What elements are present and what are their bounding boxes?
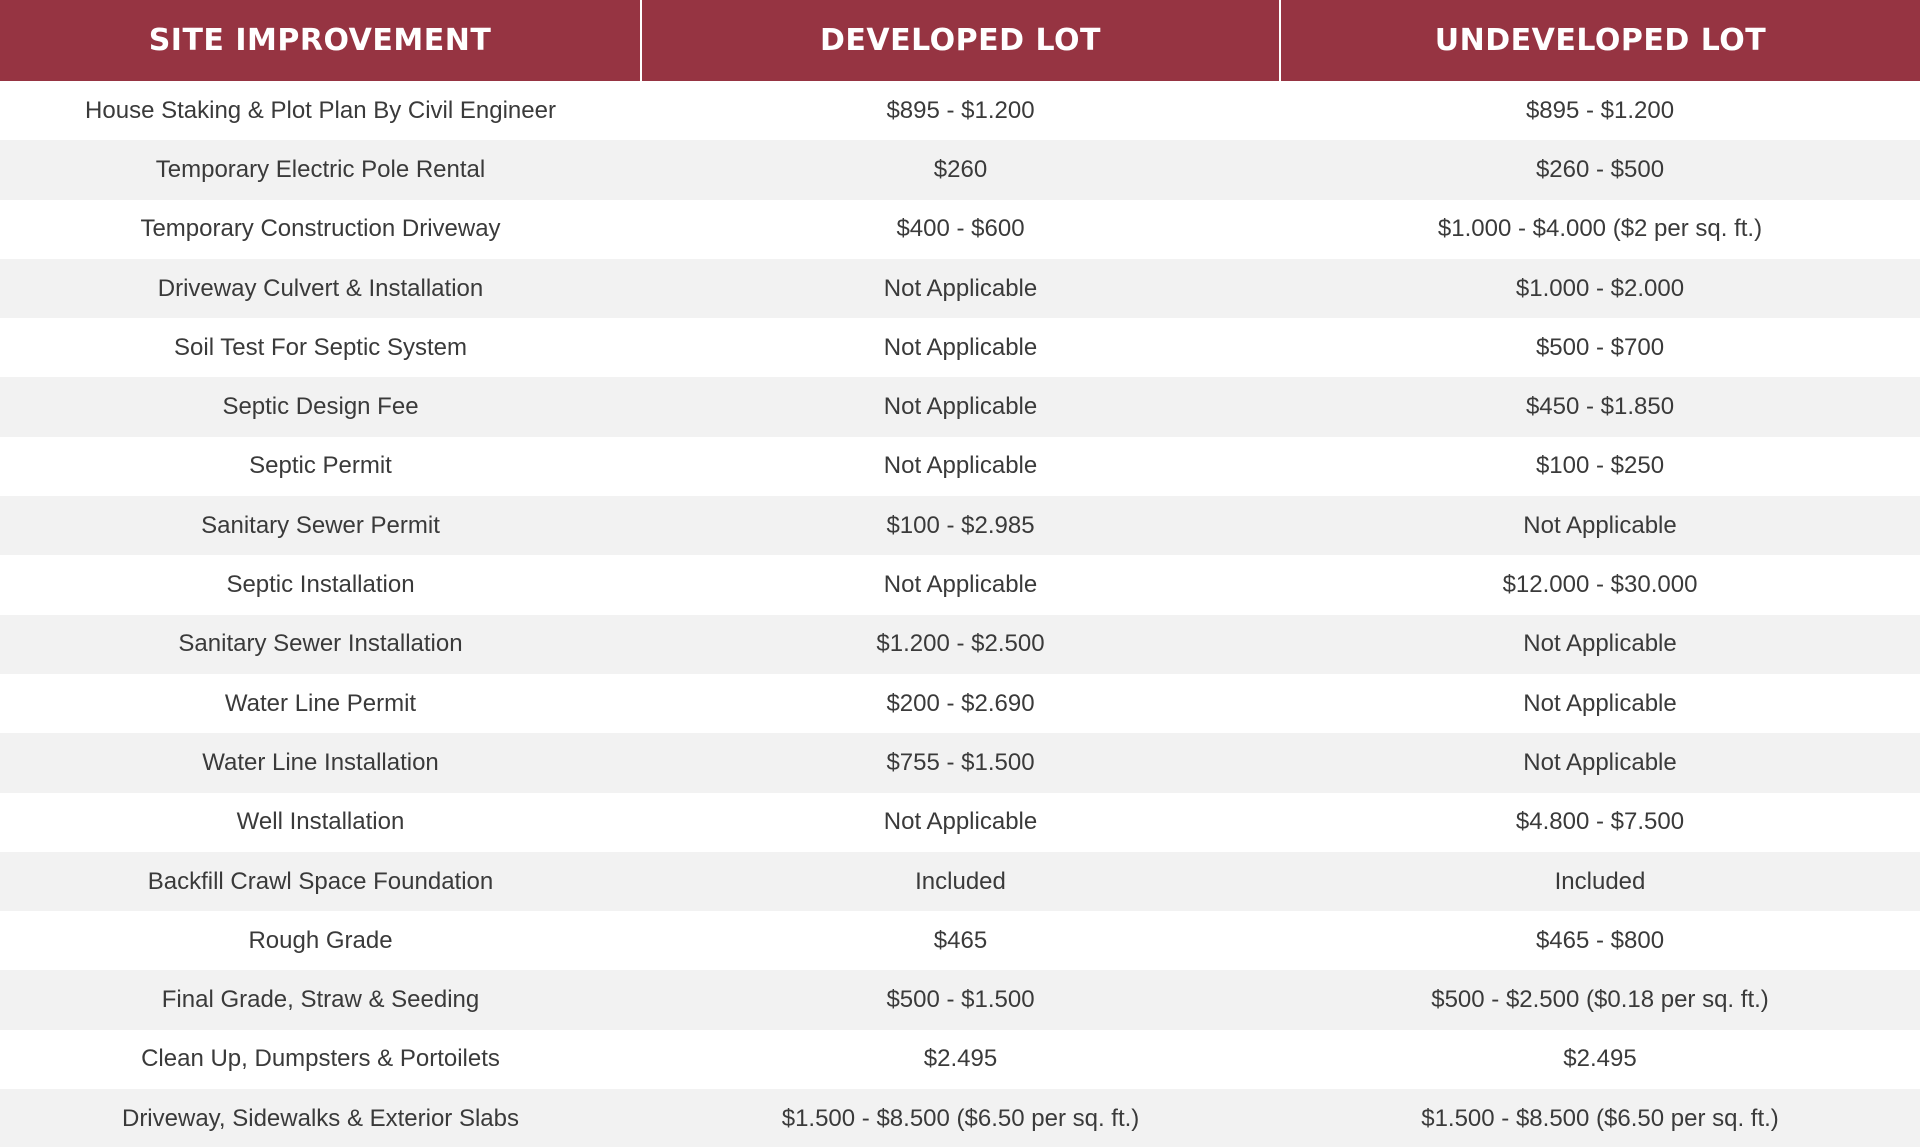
- table-row: Final Grade, Straw & Seeding $500 - $1.50…: [0, 970, 1920, 1030]
- undeveloped-lot-cell: $1.000 - $2.000: [1280, 258, 1920, 319]
- developed-lot-cell: Not Applicable: [641, 792, 1280, 852]
- undeveloped-lot-cell: Included: [1280, 851, 1920, 912]
- table-row: Septic Installation Not Applicable $12.000…: [0, 555, 1920, 615]
- table-row: House Staking & Plot Plan By Civil Engin…: [0, 81, 1920, 141]
- developed-lot-cell: $500 - $1.500: [641, 970, 1280, 1030]
- site-improvement-cell: Sanitary Sewer Permit: [0, 496, 641, 556]
- column-header-undeveloped-lot: UNDEVELOPED LOT: [1279, 0, 1920, 81]
- undeveloped-lot-cell: $1.500 - $8.500 ($6.50 per sq. ft.): [1280, 1089, 1920, 1147]
- site-improvement-cell: Rough Grade: [0, 911, 641, 971]
- developed-lot-cell: $2.495: [641, 1029, 1280, 1090]
- undeveloped-lot-cell: Not Applicable: [1280, 496, 1920, 556]
- developed-lot-cell: $1.200 - $2.500: [641, 614, 1280, 674]
- table-row: Backfill Crawl Space Foundation Included I…: [0, 851, 1920, 912]
- developed-lot-cell: Not Applicable: [641, 555, 1280, 615]
- site-improvement-cell: Septic Permit: [0, 436, 641, 497]
- site-improvement-cell: Driveway Culvert & Installation: [0, 258, 641, 319]
- developed-lot-cell: $400 - $600: [641, 199, 1280, 259]
- undeveloped-lot-cell: $12.000 - $30.000: [1280, 555, 1920, 615]
- undeveloped-lot-cell: $100 - $250: [1280, 436, 1920, 497]
- table-body: House Staking & Plot Plan By Civil Engin…: [0, 81, 1920, 1147]
- table-row: Sanitary Sewer Installation $1.200 - $2.5…: [0, 614, 1920, 674]
- undeveloped-lot-cell: $465 - $800: [1280, 911, 1920, 971]
- developed-lot-cell: Included: [641, 851, 1280, 912]
- developed-lot-cell: $465: [641, 911, 1280, 971]
- site-improvement-cell: House Staking & Plot Plan By Civil Engin…: [0, 81, 641, 141]
- column-header-site-improvement: SITE IMPROVEMENT: [0, 0, 641, 81]
- site-improvement-cell: Well Installation: [0, 792, 641, 852]
- developed-lot-cell: $1.500 - $8.500 ($6.50 per sq. ft.): [641, 1089, 1280, 1147]
- undeveloped-lot-cell: $450 - $1.850: [1280, 377, 1920, 437]
- table-row: Driveway, Sidewalks & Exterior Slabs $1.5…: [0, 1089, 1920, 1147]
- table-row: Temporary Electric Pole Rental $260 $260 -…: [0, 140, 1920, 200]
- undeveloped-lot-cell: Not Applicable: [1280, 733, 1920, 793]
- undeveloped-lot-cell: $500 - $700: [1280, 318, 1920, 378]
- column-header-developed-lot: DEVELOPED LOT: [640, 0, 1280, 81]
- table-row: Clean Up, Dumpsters & Portoilets $2.495 $2…: [0, 1029, 1920, 1090]
- header-row: SITE IMPROVEMENT DEVELOPED LOT UNDEVELOP…: [0, 0, 1920, 81]
- undeveloped-lot-cell: $1.000 - $4.000 ($2 per sq. ft.): [1280, 199, 1920, 259]
- undeveloped-lot-cell: $260 - $500: [1280, 140, 1920, 200]
- developed-lot-cell: Not Applicable: [641, 436, 1280, 497]
- developed-lot-cell: Not Applicable: [641, 318, 1280, 378]
- site-improvement-cell: Septic Design Fee: [0, 377, 641, 437]
- site-improvement-cell: Driveway, Sidewalks & Exterior Slabs: [0, 1089, 641, 1147]
- site-improvement-cell: Soil Test For Septic System: [0, 318, 641, 378]
- developed-lot-cell: $895 - $1.200: [641, 81, 1280, 141]
- table-row: Water Line Installation $755 - $1.500 Not …: [0, 733, 1920, 793]
- table-row: Temporary Construction Driveway $400 - $6…: [0, 199, 1920, 259]
- developed-lot-cell: Not Applicable: [641, 377, 1280, 437]
- undeveloped-lot-cell: $500 - $2.500 ($0.18 per sq. ft.): [1280, 970, 1920, 1030]
- site-improvement-cell: Clean Up, Dumpsters & Portoilets: [0, 1029, 641, 1090]
- developed-lot-cell: $260: [641, 140, 1280, 200]
- site-improvement-cell: Water Line Installation: [0, 733, 641, 793]
- developed-lot-cell: Not Applicable: [641, 258, 1280, 319]
- table-row: Driveway Culvert & Installation Not Appli…: [0, 258, 1920, 319]
- site-improvement-cell: Water Line Permit: [0, 673, 641, 734]
- developed-lot-cell: $755 - $1.500: [641, 733, 1280, 793]
- developed-lot-cell: $200 - $2.690: [641, 673, 1280, 734]
- site-improvement-cell: Temporary Construction Driveway: [0, 199, 641, 259]
- table-row: Sanitary Sewer Permit $100 - $2.985 Not Ap…: [0, 496, 1920, 556]
- table-row: Water Line Permit $200 - $2.690 Not Applic…: [0, 673, 1920, 734]
- developed-lot-cell: $100 - $2.985: [641, 496, 1280, 556]
- site-improvement-cell: Backfill Crawl Space Foundation: [0, 851, 641, 912]
- site-improvement-cell: Septic Installation: [0, 555, 641, 615]
- table-row: Well Installation Not Applicable $4.800 - …: [0, 792, 1920, 852]
- table-row: Rough Grade $465 $465 - $800: [0, 911, 1920, 971]
- table-row: Septic Permit Not Applicable $100 - $250: [0, 436, 1920, 497]
- undeveloped-lot-cell: $2.495: [1280, 1029, 1920, 1090]
- site-improvement-cell: Temporary Electric Pole Rental: [0, 140, 641, 200]
- site-improvement-cell: Final Grade, Straw & Seeding: [0, 970, 641, 1030]
- undeveloped-lot-cell: $4.800 - $7.500: [1280, 792, 1920, 852]
- undeveloped-lot-cell: $895 - $1.200: [1280, 81, 1920, 141]
- undeveloped-lot-cell: Not Applicable: [1280, 673, 1920, 734]
- table-header: SITE IMPROVEMENT DEVELOPED LOT UNDEVELOP…: [0, 0, 1920, 81]
- table-row: Septic Design Fee Not Applicable $450 - $1…: [0, 377, 1920, 437]
- table-row: Soil Test For Septic System Not Applicabl…: [0, 318, 1920, 378]
- undeveloped-lot-cell: Not Applicable: [1280, 614, 1920, 674]
- site-improvement-cell: Sanitary Sewer Installation: [0, 614, 641, 674]
